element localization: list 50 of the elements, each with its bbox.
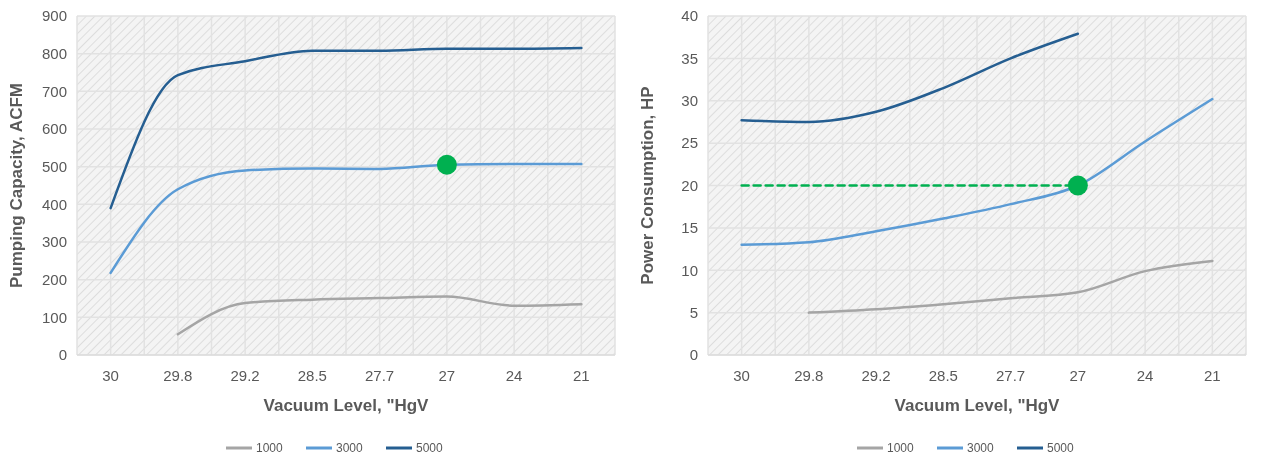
y-tick-label: 700 <box>41 82 67 100</box>
y-tick-label: 500 <box>41 157 67 175</box>
legend-label: 3000 <box>336 441 364 456</box>
x-tick-label: 30 <box>733 367 750 384</box>
y-tick-label: 400 <box>41 195 67 213</box>
x-axis-title: Vacuum Level, "HgV <box>263 396 430 415</box>
line-series <box>740 32 1080 124</box>
legend-label: 1000 <box>887 441 915 456</box>
y-tick-label: 100 <box>41 308 67 326</box>
legend-label: 1000 <box>256 441 284 456</box>
y-tick-label: 40 <box>681 7 698 25</box>
x-tick-label: 30 <box>102 367 119 384</box>
x-tick-label: 28.5 <box>297 367 327 384</box>
x-tick-label: 21 <box>573 367 590 384</box>
x-tick-label: 29.2 <box>230 367 260 384</box>
y-axis-title: Power Consumption, HP <box>638 86 657 285</box>
x-tick-label: 24 <box>505 367 523 384</box>
y-tick-label: 800 <box>41 44 67 62</box>
y-tick-label: 600 <box>41 120 67 138</box>
x-tick-label: 27.7 <box>365 367 395 384</box>
x-tick-label: 27 <box>1069 367 1087 384</box>
x-tick-label: 28.5 <box>928 367 958 384</box>
y-tick-label: 0 <box>58 346 67 364</box>
line-series <box>176 295 583 336</box>
y-tick-label: 35 <box>681 49 698 67</box>
y-tick-label: 900 <box>41 7 67 25</box>
y-tick-label: 200 <box>41 270 67 288</box>
x-tick-label: 29.2 <box>861 367 891 384</box>
y-tick-label: 0 <box>689 346 698 364</box>
y-axis-title: Pumping Capacity, ACFM <box>7 83 26 288</box>
legend-label: 5000 <box>1047 441 1075 456</box>
x-tick-label: 24 <box>1136 367 1154 384</box>
line-series <box>740 97 1214 247</box>
x-axis-title: Vacuum Level, "HgV <box>894 396 1061 415</box>
x-tick-label: 27.7 <box>996 367 1026 384</box>
x-tick-label: 29.8 <box>163 367 193 384</box>
line-series <box>807 259 1214 314</box>
y-tick-label: 5 <box>689 303 698 321</box>
y-tick-label: 20 <box>681 176 698 194</box>
x-tick-label: 21 <box>1204 367 1221 384</box>
y-tick-label: 30 <box>681 92 698 109</box>
x-tick-label: 29.8 <box>794 367 824 384</box>
legend-label: 5000 <box>416 441 444 456</box>
x-tick-label: 27 <box>438 367 456 384</box>
legend-label: 3000 <box>967 441 995 456</box>
y-tick-label: 300 <box>41 233 67 251</box>
y-tick-label: 15 <box>681 219 698 237</box>
y-tick-label: 10 <box>681 261 698 279</box>
line-series <box>109 46 583 210</box>
y-tick-label: 25 <box>681 134 698 152</box>
